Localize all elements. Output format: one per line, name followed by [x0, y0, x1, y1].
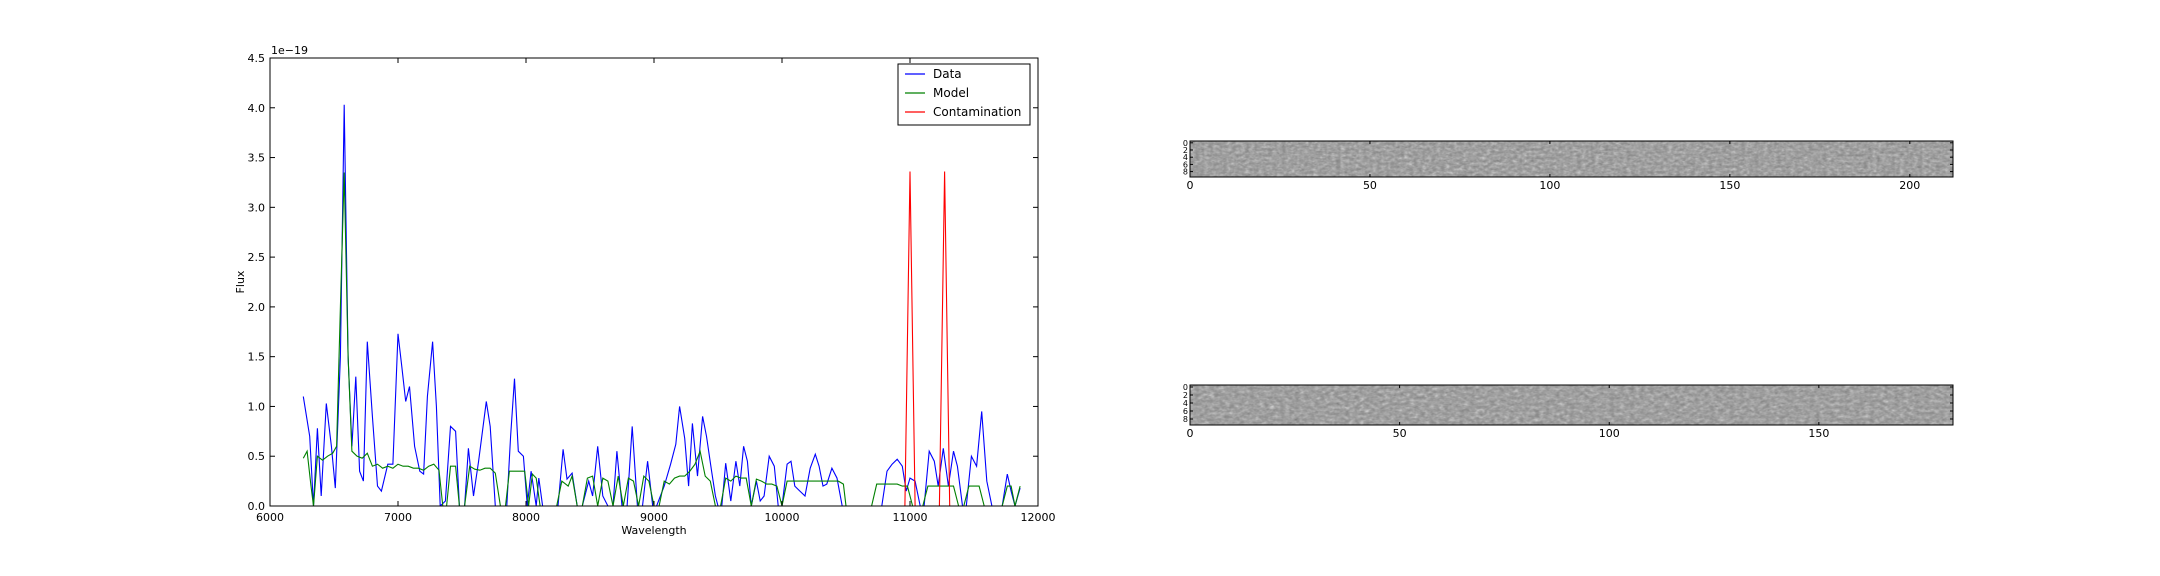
legend: Data Model Contamination [897, 63, 1031, 126]
legend-label: Contamination [933, 105, 1021, 119]
y-tick-label: 1.0 [248, 400, 266, 413]
y-tick-label: 2 [1183, 391, 1188, 400]
y-tick-label: 2.5 [248, 251, 266, 264]
x-tick-label: 11000 [893, 511, 928, 524]
y-tick-label: 4.5 [248, 52, 266, 65]
y-tick-label: 8 [1183, 415, 1188, 424]
y-tick-label: 1.5 [248, 351, 266, 364]
y-axis-label: Flux [234, 270, 247, 293]
x-axis-label: Wavelength [621, 524, 686, 537]
x-tick-label: 100 [1599, 427, 1620, 440]
x-tick-label: 8000 [512, 511, 540, 524]
x-tick-label: 6000 [256, 511, 284, 524]
y-tick-label: 4 [1183, 399, 1188, 408]
y-tick-label: 0 [1183, 139, 1188, 148]
x-tick-label: 200 [1899, 179, 1920, 192]
x-tick-label: 150 [1808, 427, 1829, 440]
x-tick-label: 10000 [765, 511, 800, 524]
y-tick-label: 2.0 [248, 301, 266, 314]
y-tick-label: 0 [1183, 383, 1188, 392]
x-tick-label: 0 [1187, 179, 1194, 192]
spectrum-chart: 6000 7000 8000 9000 10000 11000 12000 0.0 0.5 1.0… [234, 44, 1056, 537]
tick-layer: 6000 7000 8000 9000 10000 11000 12000 0.0 0.5 1.0… [248, 52, 1056, 524]
y-tick-label: 2 [1183, 146, 1188, 155]
y-tick-label: 0.0 [248, 500, 266, 513]
y-tick-label: 4.0 [248, 102, 266, 115]
y-tick-label: 0.5 [248, 450, 266, 463]
series-line-model [302, 172, 1021, 506]
x-tick-label: 0 [1187, 427, 1194, 440]
x-tick-label: 50 [1393, 427, 1407, 440]
plot-area [270, 58, 1038, 506]
series-line-data [302, 104, 1021, 506]
y-tick-label: 6 [1183, 407, 1188, 416]
x-tick-label: 7000 [384, 511, 412, 524]
plot-frame [269, 57, 1039, 507]
series-layer [302, 104, 1021, 506]
image-frame [1189, 140, 1954, 178]
y-tick-label: 3.0 [248, 201, 266, 214]
legend-label: Model [933, 86, 969, 100]
y-tick-label: 3.5 [248, 152, 266, 165]
y-tick-label: 8 [1183, 168, 1188, 177]
offset-text: 1e−19 [271, 44, 308, 57]
x-tick-label: 100 [1539, 179, 1560, 192]
legend-label: Data [933, 67, 962, 81]
x-tick-label: 9000 [640, 511, 668, 524]
image-pixels [1190, 141, 1953, 177]
y-tick-label: 4 [1183, 153, 1188, 162]
series-line-contamination [303, 171, 1021, 506]
image-pixels [1190, 385, 1953, 425]
x-tick-label: 12000 [1021, 511, 1056, 524]
y-tick-label: 6 [1183, 160, 1188, 169]
image-frame [1189, 384, 1954, 426]
x-tick-label: 50 [1363, 179, 1377, 192]
x-tick-label: 150 [1719, 179, 1740, 192]
